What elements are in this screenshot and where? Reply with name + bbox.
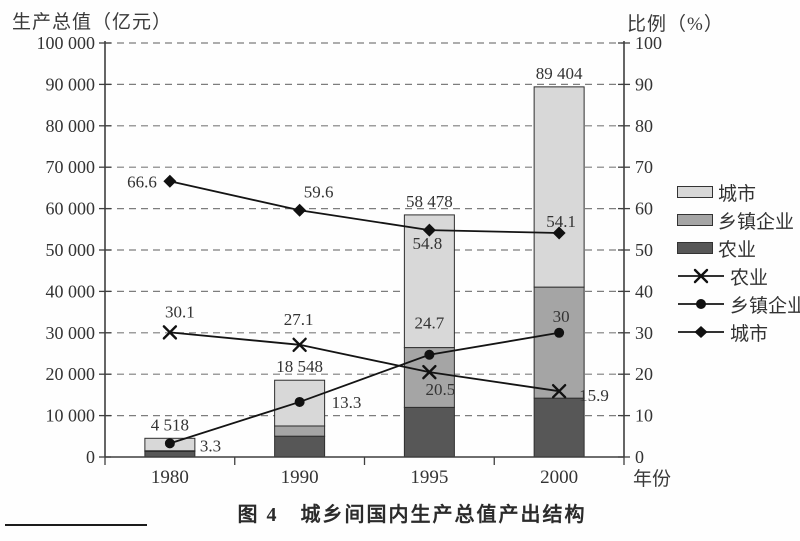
legend-item-3: 农业 [677, 262, 799, 290]
x-axis-category-label: 1990 [281, 467, 319, 488]
dot-marker-icon [164, 438, 175, 449]
left-axis-tick-label: 0 [86, 447, 95, 467]
point-label-乡镇企业: 24.7 [415, 314, 445, 333]
bar-segment-城市 [403, 214, 455, 349]
x-axis-category-label: 1980 [151, 467, 189, 488]
dot-marker-icon [424, 349, 435, 360]
bar-segment-农业 [533, 397, 585, 458]
bar-total-label: 18 548 [276, 357, 323, 376]
left-axis-tick-label: 90 000 [46, 74, 96, 94]
right-axis-tick-label: 10 [635, 406, 653, 426]
point-label-农业: 30.1 [165, 302, 195, 321]
bar-total-label: 4 518 [151, 415, 189, 434]
right-axis-tick-label: 20 [635, 364, 653, 384]
point-label-农业: 20.5 [426, 380, 456, 399]
diamond-marker-icon [163, 174, 177, 188]
bar-segment-农业 [403, 406, 455, 458]
legend-item-1: 乡镇企业 [677, 206, 799, 234]
bar-segment-农业 [274, 435, 326, 458]
point-label-城市: 59.6 [304, 182, 334, 201]
legend-swatch-icon [677, 242, 713, 254]
x-marker-icon [551, 383, 567, 399]
line-series-乡镇企业 [169, 331, 560, 445]
left-axis-tick-label: 60 000 [46, 199, 96, 219]
legend-label: 城市 [718, 183, 757, 205]
x-axis-category-label: 2000 [540, 467, 578, 488]
legend-label: 乡镇企业 [730, 295, 800, 317]
point-label-乡镇企业: 13.3 [332, 393, 362, 412]
right-axis-tick-label: 100 [635, 33, 662, 53]
right-axis-tick-label: 60 [635, 199, 653, 219]
footnote-rule [5, 524, 147, 526]
left-axis-tick-label: 100 000 [37, 33, 96, 53]
diamond-marker-icon [422, 223, 436, 237]
bar-segment-乡镇企业 [274, 425, 326, 437]
line-series-城市 [169, 180, 560, 234]
legend-swatch-icon [677, 186, 713, 198]
bar-total-label: 89 404 [536, 64, 583, 83]
right-axis-tick-label: 90 [635, 74, 653, 94]
right-axis-tick-label: 50 [635, 240, 653, 260]
right-axis-tick-label: 70 [635, 157, 653, 177]
chart-legend: 城市 乡镇企业 农业 农业 乡镇企业 城市 [677, 178, 800, 346]
dot-marker-icon [294, 396, 305, 407]
point-label-农业: 27.1 [284, 310, 314, 329]
legend-label: 城市 [730, 323, 769, 345]
legend-dot-marker-icon [678, 299, 724, 309]
legend-item-2: 农业 [677, 234, 799, 262]
left-axis-title: 生产总值（亿元） [12, 12, 173, 33]
bar-segment-乡镇企业 [533, 286, 585, 399]
left-axis-tick-label: 20 000 [46, 364, 96, 384]
right-axis-title: 比例（%） [627, 14, 724, 35]
point-label-乡镇企业: 30 [553, 307, 570, 326]
right-axis-tick-label: 40 [635, 281, 653, 301]
left-axis-tick-label: 30 000 [46, 323, 96, 343]
figure-caption: 图 4 城乡间国内生产总值产出结构 [237, 504, 587, 526]
x-marker-icon [162, 325, 178, 340]
right-axis-tick-label: 0 [635, 447, 644, 467]
diamond-marker-icon [293, 203, 307, 217]
point-label-城市: 54.8 [413, 234, 443, 253]
legend-diamond-marker-icon [678, 326, 724, 338]
x-axis-label: 年份 [633, 469, 672, 490]
point-label-城市: 54.1 [546, 212, 576, 231]
dot-marker-icon [554, 327, 565, 338]
legend-item-4: 乡镇企业 [677, 290, 800, 318]
legend-label: 乡镇企业 [718, 211, 795, 233]
right-axis-tick-label: 30 [635, 323, 653, 343]
left-axis-tick-label: 10 000 [46, 406, 96, 426]
line-series-农业 [169, 331, 560, 393]
x-marker-icon [422, 364, 437, 380]
left-axis-tick-label: 70 000 [46, 157, 96, 177]
point-label-乡镇企业: 3.3 [200, 436, 221, 455]
right-axis-tick-label: 80 [635, 116, 653, 136]
point-label-农业: 15.9 [579, 386, 609, 405]
x-axis-category-label: 1995 [410, 467, 448, 488]
left-axis-tick-label: 50 000 [46, 240, 96, 260]
legend-x-marker-icon [678, 268, 724, 284]
legend-item-0: 城市 [677, 178, 799, 206]
bar-segment-农业 [144, 450, 196, 458]
left-axis-tick-label: 40 000 [46, 281, 96, 301]
left-axis-tick-label: 80 000 [46, 116, 96, 136]
legend-label: 农业 [730, 267, 769, 289]
bar-total-label: 58 478 [406, 192, 453, 211]
legend-item-5: 城市 [677, 318, 799, 346]
x-marker-icon [292, 337, 307, 353]
legend-swatch-icon [677, 214, 713, 226]
legend-label: 农业 [718, 239, 757, 261]
diamond-marker-icon [552, 226, 566, 240]
bar-segment-城市 [533, 86, 585, 288]
point-label-城市: 66.6 [127, 172, 157, 191]
